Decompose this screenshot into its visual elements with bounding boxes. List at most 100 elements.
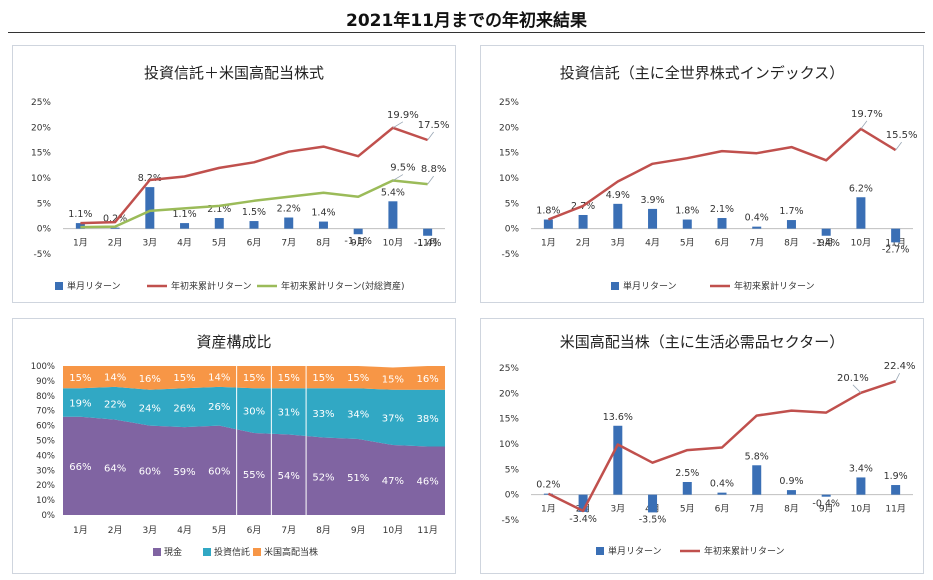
area-data-label: 14% [208,372,230,383]
legend-swatch [253,548,261,556]
series-line-1 [547,380,896,513]
y-tick-label: -5% [501,516,519,526]
bar-data-label: -2.7% [882,244,910,255]
area-data-label: 31% [278,407,300,418]
x-tick-label: 4月 [645,238,660,249]
y-tick-label: -5% [501,250,519,260]
y-tick-label: 60% [36,422,55,432]
x-tick-label: 8月 [784,504,799,515]
y-tick-label: 0% [42,511,56,521]
y-tick-label: 25% [31,98,51,108]
bar-data-label: 1.8% [675,206,699,217]
bar-6 [249,221,259,229]
bar-8 [786,490,796,495]
legend-label: 単月リターン [623,280,677,292]
bar-data-label: 4.9% [606,190,630,201]
chart-fund-returns: 25% 20% 15% 10% 5% 0% -5% 1月 2月 3月 4月 5月 6月 7月 8月 9月 10月… [499,98,918,292]
chart-panel-allocation: 資産構成比 100% 90% 80% 70% 60% 50% 40% 30% 20% 10% 0% 6… [12,318,456,574]
area-data-label: 16% [417,374,439,385]
legend-label: 年初来累計リターン [734,280,815,292]
area-data-label: 15% [312,373,334,384]
x-tick-label: 5月 [212,525,227,536]
bar-data-label: -3.5% [639,514,667,525]
y-tick-label: 15% [499,149,519,159]
bar-10 [856,477,866,495]
y-tick-label: 25% [499,98,519,108]
legend-label: 単月リターン [67,280,121,292]
area-data-label: 66% [69,462,91,473]
area-data-label: 54% [278,471,300,482]
x-tick-label: 7月 [281,238,296,249]
label-leader [392,121,404,129]
bar-data-label: 1.1% [172,209,196,220]
legend-label: 現金 [164,546,182,558]
y-tick-label: 90% [36,377,55,387]
x-tick-label: 10月 [851,504,871,515]
bar-5 [682,219,692,229]
legend-swatch [55,282,63,290]
chart-title: 投資信託（主に全世界株式インデックス） [559,64,845,82]
bar-data-label: 0.4% [710,479,734,490]
bar-data-label: 1.7% [779,206,803,217]
y-tick-label: 10% [499,174,519,184]
bar-data-label: -0.4% [812,499,840,510]
y-tick-label: 25% [499,364,519,374]
x-tick-label: 9月 [351,525,366,536]
bar-1 [543,219,553,229]
line-data-label: 19.9% [387,110,419,121]
area-data-label: 59% [173,467,195,478]
x-tick-label: 2月 [576,238,591,249]
bar-data-label: 2.5% [675,468,699,479]
y-tick-label: 0% [505,225,520,235]
chart-us-dividend-returns: 25%20%15%10%5%0%-5%1月2月3月4月5月6月7月8月9月10月… [499,361,916,557]
area-data-label: 33% [312,409,334,420]
area-投資信託 [63,386,445,447]
bar-7 [284,217,294,229]
bar-3 [613,203,623,229]
y-tick-label: 10% [499,440,519,450]
bar-6 [717,492,727,495]
y-tick-label: -5% [33,250,51,260]
bar-data-label: 0.9% [779,476,803,487]
area-data-label: 60% [139,466,161,477]
x-tick-label: 5月 [680,238,695,249]
label-leader [392,174,404,181]
x-tick-label: 1月 [73,238,88,249]
chart-panel-us-dividend: 米国高配当株（主に生活必需品セクター） 25% 20% 15% 10% 5% 0% -5% 1… [480,318,924,574]
x-tick-label: 9月 [819,238,834,249]
area-data-label: 46% [417,477,439,488]
bar-data-label: 6.2% [849,183,873,194]
y-tick-label: 100% [31,362,55,372]
x-tick-label: 8月 [316,525,331,536]
legend-label: 単月リターン [608,545,662,557]
bar-1 [75,223,85,229]
legend-swatch [203,548,211,556]
bar-5 [214,218,224,229]
bar-3 [145,187,155,229]
area-data-label: 26% [208,402,230,413]
x-tick-label: 3月 [610,504,625,515]
bar-data-label: 2.2% [277,204,301,215]
area-data-label: 15% [278,373,300,384]
bar-4 [648,494,658,513]
label-leader [895,141,902,151]
area-data-label: 60% [208,466,230,477]
y-tick-label: 70% [36,407,55,417]
line-data-label: 9.5% [390,163,415,174]
bar-2 [110,227,120,229]
legend-label: 年初来累計リターン [171,280,252,292]
x-tick-label: 9月 [819,504,834,515]
x-tick-label: 1月 [541,504,556,515]
bar-8 [318,221,328,229]
y-tick-label: 30% [36,466,55,476]
area-現金 [63,416,445,515]
y-tick-label: 15% [31,149,51,159]
x-tick-label: 11月 [417,525,437,536]
bar-8 [786,220,796,229]
x-tick-label: 8月 [784,238,799,249]
bar-9 [821,228,831,236]
chart-title: 資産構成比 [196,333,272,351]
y-tick-label: 20% [36,481,55,491]
bar-data-label: 5.8% [745,451,769,462]
legend-label: 米国高配当株 [264,546,318,558]
